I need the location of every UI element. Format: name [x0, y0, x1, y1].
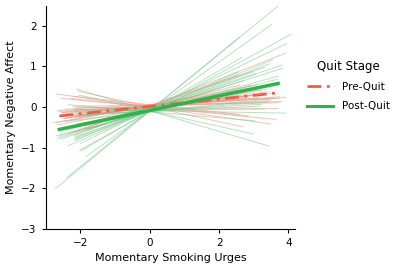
Y-axis label: Momentary Negative Affect: Momentary Negative Affect: [6, 40, 16, 194]
Legend: Pre-Quit, Post-Quit: Pre-Quit, Post-Quit: [303, 55, 394, 115]
X-axis label: Momentary Smoking Urges: Momentary Smoking Urges: [95, 253, 246, 263]
